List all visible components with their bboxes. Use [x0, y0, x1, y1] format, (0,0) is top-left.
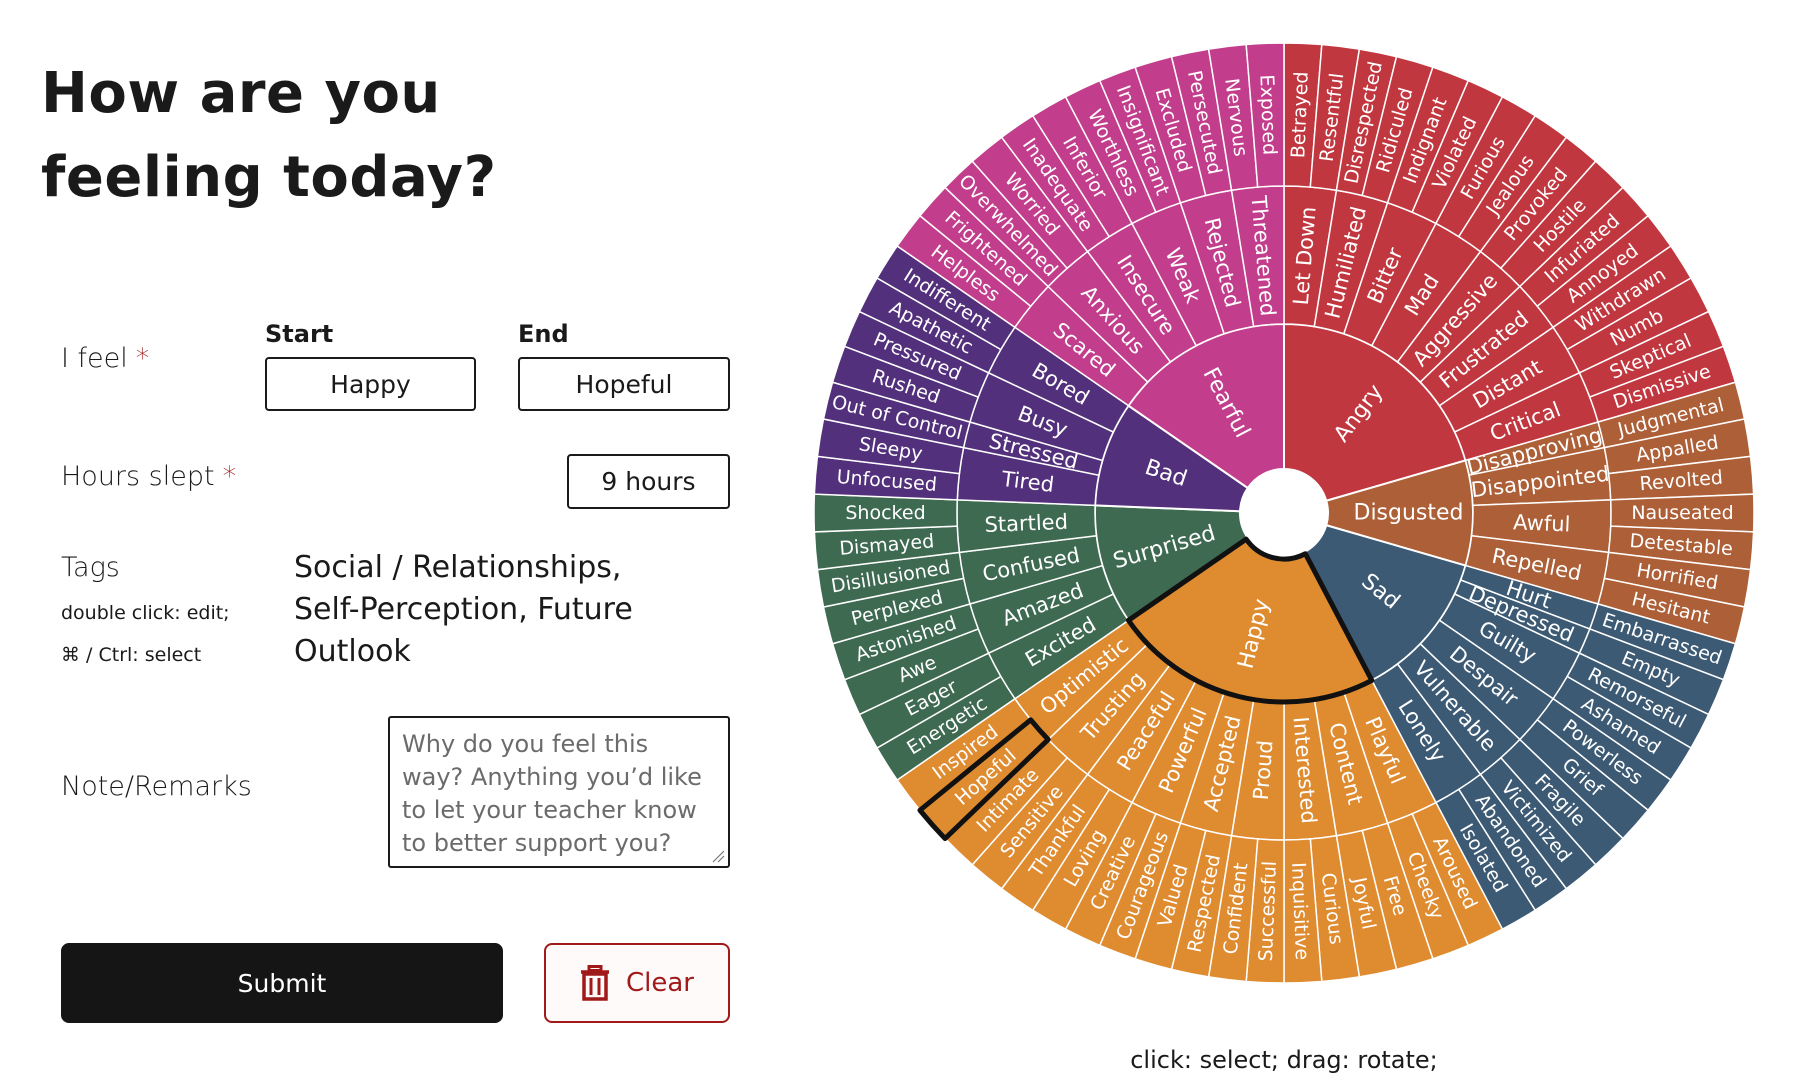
middle-label: Startled: [984, 510, 1068, 537]
note-input[interactable]: Why do you feel this way? Anything you’d…: [388, 716, 730, 868]
required-mark: *: [222, 461, 237, 492]
resize-grip: [712, 850, 725, 863]
tags-label: Tags: [61, 552, 120, 583]
submit-button[interactable]: Submit: [61, 943, 503, 1023]
outer-label: Exposed: [1255, 74, 1280, 155]
button-text: Clear: [626, 968, 694, 998]
end-label: End: [518, 320, 569, 348]
selection-outline: [1125, 536, 1375, 705]
outer-label: Shocked: [845, 502, 925, 524]
page-title: How are you feeling today?: [41, 61, 497, 210]
label-text: Hours slept: [61, 461, 215, 492]
tags-hint: double click: edit;: [61, 602, 230, 624]
tags-hint: ⌘ / Ctrl: select: [61, 644, 202, 666]
middle-label: Awful: [1513, 510, 1571, 536]
outer-label: Successful: [1255, 861, 1281, 962]
placeholder: Why do you feel this way? Anything you’d…: [402, 730, 702, 857]
hours-label: Hours slept *: [61, 461, 236, 492]
selection-outline: [917, 717, 1051, 842]
trash-icon: [581, 965, 609, 1001]
outer-label: Inquisitive: [1287, 862, 1313, 961]
required-mark: *: [135, 343, 150, 374]
feel-label: I feel *: [61, 343, 149, 374]
wheel-hint: click: select; drag: rotate;: [1130, 1046, 1438, 1074]
start-label: Start: [265, 320, 334, 348]
core-label: Disgusted: [1353, 501, 1463, 526]
outer-label: Betrayed: [1287, 71, 1312, 158]
hours-input[interactable]: 9 hours: [567, 454, 730, 509]
outer-label: Nauseated: [1631, 502, 1733, 524]
start-input[interactable]: Happy: [265, 357, 476, 411]
clear-button[interactable]: Clear: [544, 943, 730, 1023]
middle-label: Proud: [1249, 739, 1278, 801]
label-text: I feel: [61, 343, 128, 374]
note-label: Note/Remarks: [61, 771, 252, 802]
outer-wedge[interactable]: [1245, 42, 1285, 188]
end-input[interactable]: Hopeful: [518, 357, 730, 411]
tags-value[interactable]: Social / Relationships, Self-Perception,…: [294, 550, 633, 669]
